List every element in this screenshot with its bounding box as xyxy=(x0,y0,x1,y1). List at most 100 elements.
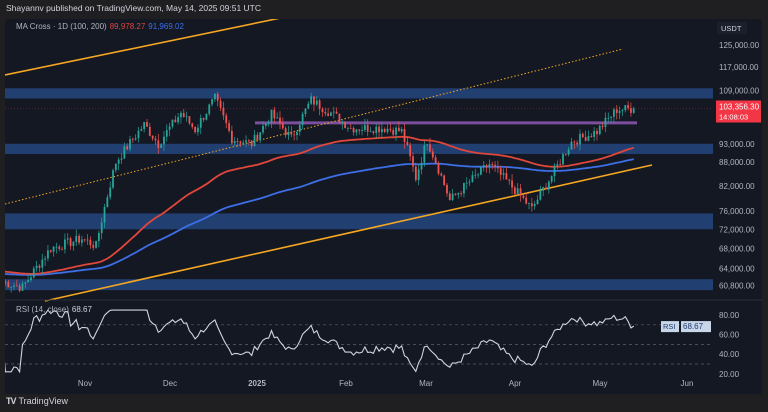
candle-body xyxy=(584,137,587,141)
candle-body xyxy=(511,180,513,188)
candle-body xyxy=(47,250,49,259)
candle-body xyxy=(423,145,426,163)
candle-body xyxy=(120,158,123,160)
candle-body xyxy=(216,93,219,101)
candle-body xyxy=(604,117,607,128)
candle-body xyxy=(191,123,194,127)
price-tick: 60,800.00 xyxy=(719,282,755,291)
candle-body xyxy=(477,174,479,176)
candle-body xyxy=(165,130,168,137)
candle-body xyxy=(443,175,446,185)
candle-body xyxy=(499,168,502,175)
rsi-tick: 20.00 xyxy=(719,370,740,379)
candle-body xyxy=(15,285,18,287)
candle-body xyxy=(103,206,106,223)
rsi-line xyxy=(5,309,635,374)
candle-body xyxy=(199,118,202,128)
candle-body xyxy=(49,250,52,252)
candle-body xyxy=(185,116,188,117)
time-tick: Jun xyxy=(681,379,694,388)
candle-body xyxy=(78,235,80,243)
candle-body xyxy=(143,121,146,130)
candle-body xyxy=(137,130,140,139)
price-tick: 125,000.00 xyxy=(719,41,760,50)
candle-body xyxy=(58,246,61,249)
price-chart[interactable]: 125,000.00 117,000.00 109,000.00 93,000.00 8… xyxy=(5,19,762,394)
candle-body xyxy=(378,126,380,133)
candle-body xyxy=(214,93,216,100)
candle-body xyxy=(197,127,199,133)
candle-body xyxy=(480,166,482,175)
candle-body xyxy=(437,163,440,174)
candle-body xyxy=(482,165,485,167)
candle-body xyxy=(358,129,361,131)
candle-body xyxy=(567,149,570,155)
candle-body xyxy=(598,125,601,135)
rsi-legend[interactable]: RSI (14, close) 68.67 xyxy=(16,305,92,314)
candle-body xyxy=(539,190,542,200)
candle-body xyxy=(579,133,581,145)
candle-body xyxy=(202,118,205,120)
candle-body xyxy=(632,108,635,113)
candle-body xyxy=(463,183,465,194)
candle-body xyxy=(72,241,75,246)
candles xyxy=(5,91,635,293)
candle-body xyxy=(349,128,352,129)
countdown-label: 14:08:03 xyxy=(719,113,748,122)
candle-body xyxy=(188,116,191,124)
candle-body xyxy=(259,132,262,141)
candle-body xyxy=(375,126,378,134)
time-tick: May xyxy=(592,379,607,388)
candle-body xyxy=(264,123,267,126)
candle-body xyxy=(630,108,632,113)
candle-body xyxy=(380,128,383,133)
ma100-value: 89,978.27 xyxy=(109,22,146,31)
candle-body xyxy=(89,239,92,246)
candle-body xyxy=(219,100,222,108)
price-tick: 117,000.00 xyxy=(719,63,759,72)
candle-body xyxy=(304,108,307,114)
candle-body xyxy=(488,164,491,168)
price-tick: 68,000.00 xyxy=(719,244,755,253)
candle-body xyxy=(13,285,15,287)
candle-body xyxy=(146,121,148,127)
candle-body xyxy=(168,126,171,131)
candle-body xyxy=(417,169,420,181)
candle-body xyxy=(465,182,468,184)
indicator-legend[interactable]: MA Cross · 1D (100, 200) 89,978.27 91,969.… xyxy=(16,22,184,31)
candle-body xyxy=(21,283,24,291)
tradingview-logo[interactable]: TV TradingView xyxy=(6,396,68,406)
candle-body xyxy=(607,117,610,119)
candle-body xyxy=(338,113,341,123)
candle-body xyxy=(406,141,409,145)
chart-panel[interactable]: 125,000.00 117,000.00 109,000.00 93,000.00 8… xyxy=(5,19,762,394)
support-resistance-zone xyxy=(5,279,713,291)
candle-body xyxy=(123,146,126,159)
candle-body xyxy=(324,112,327,114)
candle-body xyxy=(279,117,281,124)
candle-body xyxy=(86,239,89,241)
candle-body xyxy=(530,203,533,207)
candle-body xyxy=(117,159,120,164)
candle-body xyxy=(267,122,270,124)
candle-body xyxy=(157,140,160,148)
candle-body xyxy=(30,277,32,281)
candle-body xyxy=(298,124,301,132)
candle-body xyxy=(109,187,112,198)
candle-body xyxy=(177,117,180,123)
candle-body xyxy=(5,281,7,283)
candle-body xyxy=(126,146,129,150)
price-tick: 82,000.00 xyxy=(719,182,755,191)
candle-body xyxy=(547,181,550,190)
candle-body xyxy=(361,130,363,131)
candle-body xyxy=(151,135,154,139)
candle-body xyxy=(426,144,429,146)
candle-body xyxy=(468,181,471,183)
currency-button[interactable]: USDT xyxy=(717,22,747,34)
candle-body xyxy=(615,109,618,113)
candle-body xyxy=(550,176,553,182)
candle-body xyxy=(239,141,242,144)
rsi-legend-value: 68.67 xyxy=(71,305,92,314)
candle-body xyxy=(335,111,338,114)
candle-body xyxy=(610,116,613,118)
